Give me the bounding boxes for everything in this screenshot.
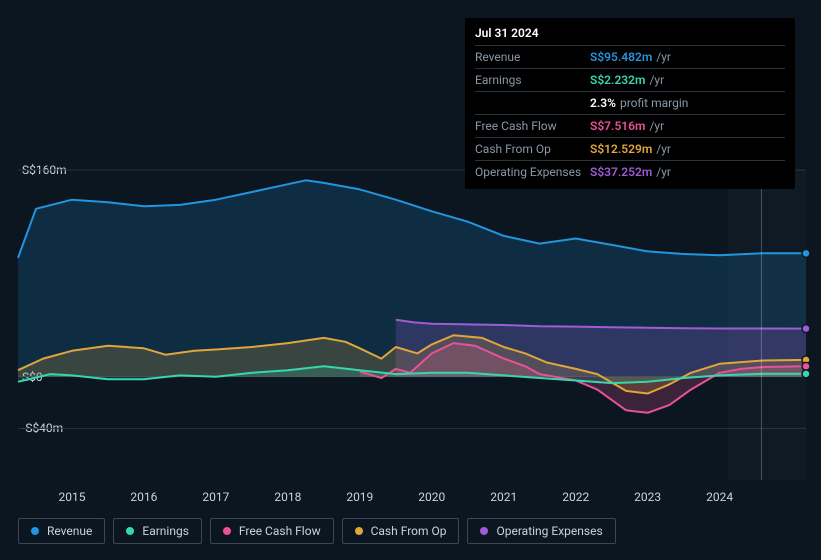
tooltip-row-value: S$12.529m <box>590 140 652 158</box>
legend-label: Operating Expenses <box>496 524 602 538</box>
tooltip-row-label: Revenue <box>475 48 590 66</box>
legend-swatch-icon <box>480 527 488 535</box>
legend-item[interactable]: Cash From Op <box>342 518 460 544</box>
legend-item[interactable]: Revenue <box>18 518 105 544</box>
legend-item[interactable]: Free Cash Flow <box>210 518 334 544</box>
x-axis-label: 2015 <box>58 490 85 504</box>
legend-label: Earnings <box>142 524 189 538</box>
tooltip-row-value: S$37.252m <box>590 163 652 181</box>
tooltip-row-unit: /yr <box>649 71 664 89</box>
chart-legend: Revenue Earnings Free Cash Flow Cash From O… <box>18 518 616 544</box>
series-end-marker <box>802 249 810 257</box>
tooltip-row: Cash From OpS$12.529m/yr <box>475 137 785 160</box>
x-axis-label: 2019 <box>346 490 373 504</box>
legend-item[interactable]: Operating Expenses <box>467 518 615 544</box>
tooltip-row-value: 2.3% <box>590 94 616 112</box>
tooltip-row-value: S$2.232m <box>590 71 645 89</box>
series-end-marker <box>802 370 810 378</box>
financials-chart: Jul 31 2024 RevenueS$95.482m/yrEarningsS… <box>0 0 821 560</box>
x-axis-label: 2020 <box>418 490 445 504</box>
legend-label: Revenue <box>47 524 92 538</box>
x-axis-label: 2021 <box>490 490 517 504</box>
x-axis-label: 2016 <box>130 490 157 504</box>
tooltip-title: Jul 31 2024 <box>475 24 785 45</box>
legend-label: Free Cash Flow <box>239 524 321 538</box>
tooltip-row-label: Free Cash Flow <box>475 117 590 135</box>
tooltip-row-label: Operating Expenses <box>475 163 590 181</box>
tooltip-row: EarningsS$2.232m/yr <box>475 68 785 91</box>
tooltip-row-value: S$7.516m <box>590 117 645 135</box>
tooltip-row-unit: /yr <box>649 117 664 135</box>
legend-swatch-icon <box>223 527 231 535</box>
tooltip-row-unit: /yr <box>656 163 671 181</box>
legend-label: Cash From Op <box>371 524 447 538</box>
series-end-marker <box>802 325 810 333</box>
tooltip-row: RevenueS$95.482m/yr <box>475 45 785 68</box>
tooltip-row-unit: /yr <box>656 48 671 66</box>
tooltip-row-unit: /yr <box>656 140 671 158</box>
tooltip-row: Operating ExpensesS$37.252m/yr <box>475 160 785 183</box>
tooltip-row-label: Earnings <box>475 71 590 89</box>
x-axis-label: 2024 <box>706 490 733 504</box>
legend-swatch-icon <box>355 527 363 535</box>
x-axis-label: 2022 <box>562 490 589 504</box>
chart-tooltip: Jul 31 2024 RevenueS$95.482m/yrEarningsS… <box>465 18 795 189</box>
x-axis-label: 2017 <box>202 490 229 504</box>
tooltip-row-value: S$95.482m <box>590 48 652 66</box>
tooltip-row-unit: profit margin <box>620 94 688 112</box>
legend-item[interactable]: Earnings <box>113 518 202 544</box>
tooltip-row-label: Cash From Op <box>475 140 590 158</box>
legend-swatch-icon <box>126 527 134 535</box>
x-axis-label: 2018 <box>274 490 301 504</box>
chart-plot[interactable] <box>18 170 806 480</box>
legend-swatch-icon <box>31 527 39 535</box>
tooltip-row: 2.3%profit margin <box>475 91 785 114</box>
tooltip-row: Free Cash FlowS$7.516m/yr <box>475 114 785 137</box>
x-axis-label: 2023 <box>634 490 661 504</box>
